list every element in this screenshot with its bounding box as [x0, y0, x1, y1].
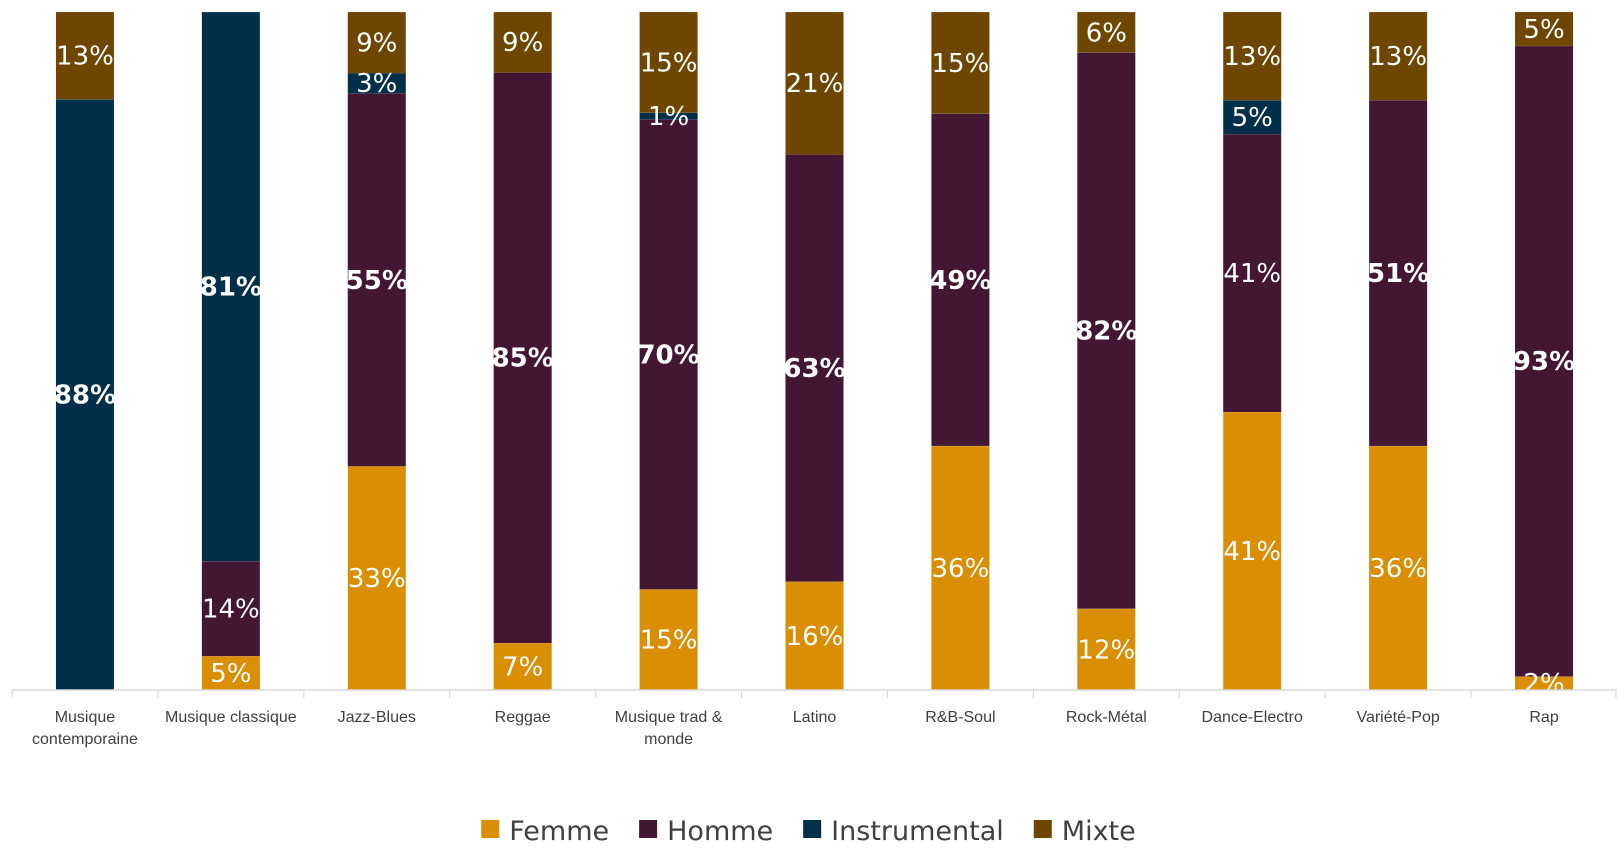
- bar-segment-femme-3: [493, 643, 552, 690]
- bar-segment-femme-5: [785, 581, 844, 690]
- segment-labels-group: 88% 13% 5% 14% 81% 33% 55% 3% 9% 7% 85% 9% 15% 70% 1% 1…: [54, 15, 1575, 699]
- legend: Femme Homme Instrumental Mixte: [481, 816, 1136, 847]
- bar-segment-mixte-3: [493, 12, 552, 73]
- bar-segment-mixte-8: [1223, 12, 1282, 101]
- bar-segment-femme-8: [1223, 412, 1282, 690]
- bar-segment-femme-2: [347, 466, 406, 690]
- data-label-homme-8: 41%: [1223, 259, 1281, 289]
- legend-label-femme: Femme: [509, 816, 609, 847]
- data-label-femme-5: 16%: [786, 622, 844, 652]
- bar-segment-instrumental-4: [639, 112, 698, 120]
- bar-segment-mixte-10: [1515, 12, 1574, 46]
- legend-swatch-femme: [481, 820, 500, 838]
- x-tick-label-2: Jazz-Blues: [338, 709, 416, 726]
- bar-segment-mixte-4: [639, 12, 698, 113]
- data-label-instrumental-4: 1%: [648, 102, 689, 132]
- data-label-homme-9: 51%: [1367, 259, 1429, 289]
- x-tick-label-4: Musique trad & monde: [615, 709, 723, 748]
- x-tick-label-9: Variété-Pop: [1356, 709, 1439, 726]
- data-label-mixte-7: 6%: [1086, 18, 1127, 48]
- data-label-femme-9: 36%: [1369, 554, 1427, 584]
- data-label-femme-10: 2%: [1523, 669, 1564, 699]
- data-label-mixte-9: 13%: [1369, 42, 1427, 72]
- data-label-femme-1: 5%: [210, 659, 251, 689]
- bar-segment-mixte-5: [785, 12, 844, 155]
- data-label-femme-8: 41%: [1223, 537, 1281, 567]
- bar-segment-femme-4: [639, 589, 698, 690]
- data-label-mixte-6: 15%: [932, 49, 990, 79]
- bar-segment-mixte-9: [1369, 12, 1428, 101]
- bar-segment-mixte-2: [347, 12, 406, 74]
- x-tick-label-10: Rap: [1529, 709, 1558, 726]
- bar-segment-homme-5: [785, 154, 844, 582]
- data-label-mixte-8: 13%: [1223, 42, 1281, 72]
- data-label-homme-1: 14%: [202, 595, 260, 625]
- bar-segment-homme-4: [639, 119, 698, 590]
- data-label-mixte-5: 21%: [786, 69, 844, 99]
- bar-segment-homme-3: [493, 72, 552, 644]
- data-label-femme-7: 12%: [1077, 635, 1135, 665]
- bar-segment-homme-2: [347, 93, 406, 467]
- data-label-mixte-2: 9%: [356, 29, 397, 59]
- data-label-femme-2: 33%: [348, 564, 406, 594]
- bar-segment-homme-10: [1515, 45, 1574, 677]
- bar-segment-homme-8: [1223, 134, 1282, 413]
- data-label-homme-10: 93%: [1513, 347, 1575, 377]
- data-label-homme-4: 70%: [637, 340, 699, 370]
- x-tick-label-8: Dance-Electro: [1202, 709, 1303, 726]
- bars-group: [55, 11, 1574, 690]
- bar-segment-femme-7: [1077, 608, 1136, 690]
- legend-swatch-mixte: [1033, 820, 1052, 838]
- x-tick-label-1: Musique classique: [165, 709, 297, 726]
- bar-segment-instrumental-0: [55, 99, 114, 690]
- bar-segment-homme-1: [201, 561, 260, 657]
- data-label-instrumental-8: 5%: [1232, 103, 1273, 133]
- bar-segment-instrumental-8: [1223, 100, 1282, 135]
- data-label-femme-3: 7%: [502, 653, 543, 683]
- bar-segment-mixte-0: [55, 12, 114, 100]
- x-tick-label-3: Reggae: [495, 709, 551, 726]
- data-label-instrumental-1: 81%: [200, 273, 262, 303]
- legend-label-mixte: Mixte: [1062, 816, 1136, 847]
- data-label-instrumental-2: 3%: [356, 69, 397, 99]
- data-label-mixte-3: 9%: [502, 28, 543, 58]
- data-label-homme-3: 85%: [492, 344, 554, 374]
- bar-segment-homme-6: [931, 113, 990, 446]
- bar-segment-femme-9: [1369, 445, 1428, 690]
- legend-swatch-homme: [639, 820, 658, 838]
- bar-segment-mixte-7: [1077, 12, 1136, 53]
- category-labels-group: Musique contemporaine Musique classique Jaz…: [32, 709, 1559, 748]
- data-label-femme-6: 36%: [932, 554, 990, 584]
- data-label-homme-6: 49%: [929, 266, 991, 296]
- bar-segment-mixte-6: [931, 12, 990, 114]
- data-label-mixte-0: 13%: [56, 42, 114, 72]
- data-label-homme-2: 55%: [346, 266, 408, 296]
- bar-segment-homme-7: [1077, 52, 1136, 609]
- bar-segment-instrumental-2: [347, 73, 406, 94]
- data-label-mixte-4: 15%: [640, 48, 698, 78]
- legend-label-instrumental: Instrumental: [831, 816, 1004, 847]
- data-label-homme-5: 63%: [783, 354, 845, 384]
- legend-swatch-instrumental: [803, 820, 822, 838]
- bar-segment-instrumental-1: [201, 12, 260, 562]
- bar-segment-femme-6: [931, 445, 990, 690]
- data-label-homme-7: 82%: [1075, 317, 1137, 347]
- data-label-instrumental-0: 88%: [54, 381, 116, 411]
- data-label-mixte-10: 5%: [1523, 15, 1564, 45]
- x-tick-label-0: Musique contemporaine: [32, 709, 138, 748]
- bar-segment-femme-10: [1515, 676, 1574, 690]
- x-tick-label-5: Latino: [793, 709, 837, 726]
- legend-label-homme: Homme: [667, 816, 773, 847]
- bar-segment-femme-1: [201, 656, 260, 690]
- x-tick-label-6: R&B-Soul: [925, 709, 995, 726]
- x-tick-label-7: Rock-Métal: [1066, 709, 1147, 726]
- x-axis-ticks: [11, 690, 1617, 698]
- bar-segment-homme-9: [1369, 100, 1428, 446]
- data-label-femme-4: 15%: [640, 626, 698, 656]
